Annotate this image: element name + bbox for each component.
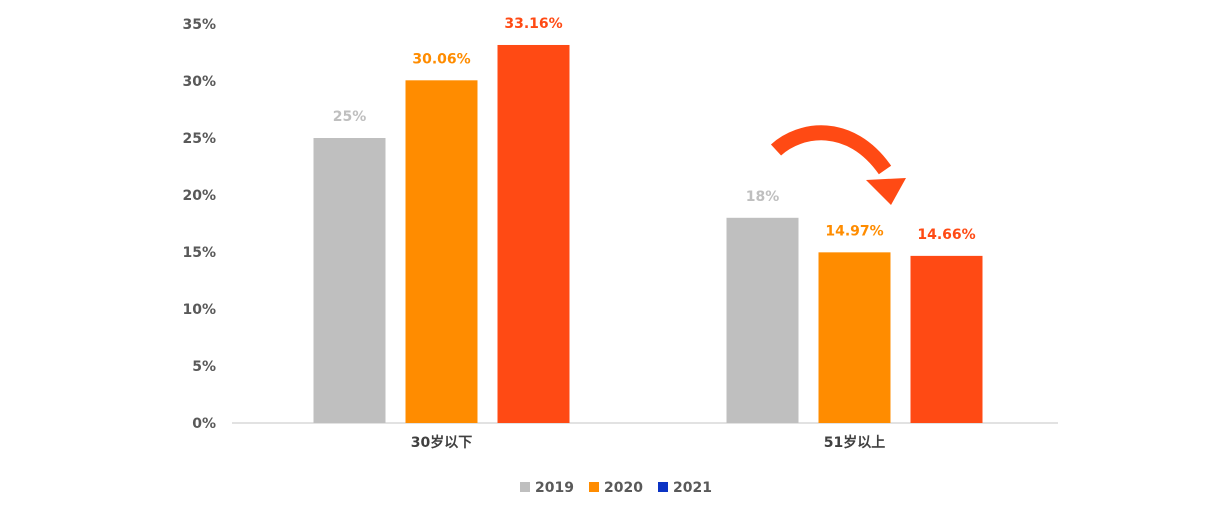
y-tick-label: 5% (192, 359, 216, 375)
y-tick-label: 35% (182, 17, 216, 33)
data-label: 33.16% (504, 16, 562, 32)
bar-2021-2 (910, 255, 983, 423)
legend: 2019 2020 2021 (520, 480, 712, 496)
x-category-label: 30岁以下 (411, 434, 472, 451)
x-axis-labels: 30岁以下 51岁以上 (411, 434, 885, 451)
y-tick-label: 0% (192, 416, 216, 432)
bar-2020-2 (818, 252, 891, 423)
curved-arrow-icon (770, 125, 906, 205)
bars (313, 44, 983, 423)
x-category-label: 51岁以上 (824, 434, 885, 451)
legend-swatch (520, 482, 530, 492)
y-tick-label: 25% (182, 131, 216, 147)
data-label: 14.66% (917, 227, 975, 243)
bar-2019-1 (313, 138, 386, 423)
bar-2019-2 (726, 217, 799, 423)
y-tick-label: 20% (182, 188, 216, 204)
y-axis: 0% 5% 10% 15% 20% 25% 30% 35% (182, 17, 216, 432)
y-tick-label: 10% (182, 302, 216, 318)
bar-2020-1 (405, 80, 478, 423)
legend-label: 2020 (604, 480, 643, 496)
y-tick-label: 30% (182, 74, 216, 90)
data-label: 14.97% (825, 223, 883, 239)
y-tick-label: 15% (182, 245, 216, 261)
data-label: 25% (333, 109, 367, 125)
data-label: 30.06% (412, 51, 470, 67)
data-label: 18% (746, 189, 780, 205)
legend-swatch (589, 482, 599, 492)
legend-swatch (658, 482, 668, 492)
bar-2021-1 (497, 44, 570, 423)
data-labels: 25% 30.06% 33.16% 18% 14.97% 14.66% (333, 16, 976, 243)
legend-label: 2021 (673, 480, 712, 496)
legend-label: 2019 (535, 480, 574, 496)
